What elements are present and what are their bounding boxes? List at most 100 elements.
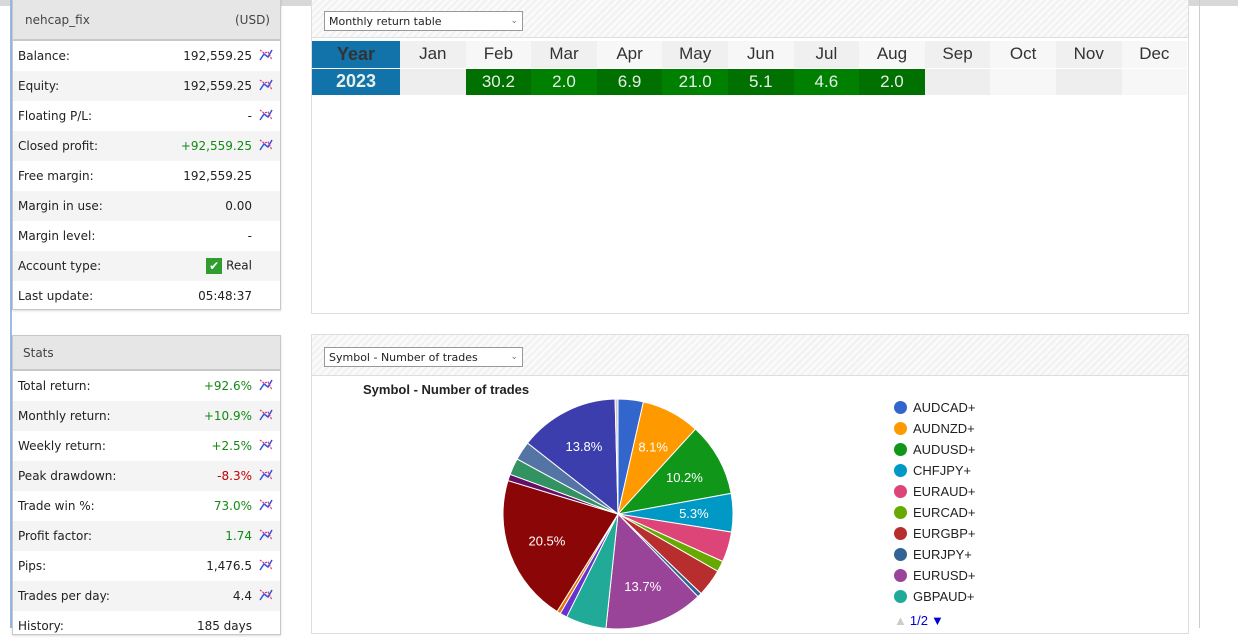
row-value: ✔ Real: [132, 258, 252, 274]
month-return-cell[interactable]: 4.6: [793, 67, 860, 95]
row-label: Pips:: [18, 559, 47, 573]
chart-icon[interactable]: [252, 499, 280, 514]
legend-dot-icon: [894, 422, 907, 435]
row-value: +2.5%: [132, 439, 252, 453]
chart-icon[interactable]: [252, 139, 280, 154]
legend-label: EURJPY+: [913, 547, 972, 562]
year-cell: 2023: [312, 67, 400, 95]
legend-item[interactable]: EURUSD+: [894, 565, 976, 586]
stat-row: Total return: +92.6%: [13, 371, 280, 401]
row-label: Trades per day:: [18, 589, 110, 603]
chart-icon[interactable]: [252, 379, 280, 394]
stat-row: Pips: 1,476.5: [13, 551, 280, 581]
stat-row: Margin in use: 0.00: [13, 191, 280, 221]
legend-dot-icon: [894, 590, 907, 603]
slice-label: 10.2%: [666, 470, 703, 485]
account-rows: Balance: 192,559.25 Equity: 192,559.25 F…: [13, 41, 280, 311]
row-value-text: 192,559.25: [183, 79, 252, 93]
legend-dot-icon: [894, 485, 907, 498]
stat-row: Monthly return: +10.9%: [13, 401, 280, 431]
month-return-cell[interactable]: 5.1: [727, 67, 794, 95]
legend-dot-icon: [894, 527, 907, 540]
legend-item[interactable]: AUDNZD+: [894, 418, 976, 439]
row-value-text: Real: [226, 258, 252, 273]
account-currency: (USD): [234, 13, 270, 27]
row-value: -8.3%: [132, 469, 252, 483]
month-header: Sep: [924, 41, 991, 68]
month-header: Oct: [990, 41, 1056, 68]
account-panel: nehcap_fix (USD) Balance: 192,559.25 Equ…: [12, 0, 281, 310]
monthly-header: Monthly return table ⌄: [312, 0, 1188, 38]
legend-label: CHFJPY+: [913, 463, 972, 478]
stat-row: Account type: ✔ Real: [13, 251, 280, 281]
stat-row: Peak drawdown: -8.3%: [13, 461, 280, 491]
chart-icon[interactable]: [252, 589, 280, 604]
month-return-cell[interactable]: [1121, 67, 1188, 95]
month-return-cell[interactable]: 2.0: [859, 67, 925, 95]
stat-row: History: 185 days: [13, 611, 280, 641]
legend-label: EURGBP+: [913, 526, 976, 541]
chart-icon[interactable]: [252, 529, 280, 544]
stat-row: Floating P/L: -: [13, 101, 280, 131]
chart-icon[interactable]: [252, 109, 280, 124]
legend-dot-icon: [894, 464, 907, 477]
symbol-view-select[interactable]: Symbol - Number of trades ⌄: [324, 347, 523, 367]
legend-item[interactable]: EURJPY+: [894, 544, 976, 565]
symbol-panel: Symbol - Number of trades ⌄ Symbol - Num…: [311, 334, 1189, 634]
pie-slice[interactable]: [614, 398, 619, 515]
pie-slice[interactable]: [502, 479, 619, 613]
chart-icon[interactable]: [252, 469, 280, 484]
month-return-cell[interactable]: [924, 67, 991, 95]
month-header: Nov: [1055, 41, 1122, 68]
chart-icon[interactable]: [252, 439, 280, 454]
legend-item[interactable]: CHFJPY+: [894, 460, 976, 481]
chart-icon[interactable]: [252, 559, 280, 574]
chart-icon[interactable]: [252, 79, 280, 94]
month-return-cell[interactable]: 6.9: [596, 67, 663, 95]
stats-rows: Total return: +92.6% Monthly return: +10…: [13, 371, 280, 641]
year-row: 2023 30.2 2.0 6.9 21.0 5.1 4.6 2.0: [312, 67, 1188, 95]
pager-down-icon[interactable]: ▼: [930, 613, 944, 628]
chart-icon[interactable]: [252, 49, 280, 64]
legend-item[interactable]: EURGBP+: [894, 523, 976, 544]
legend-dot-icon: [894, 506, 907, 519]
chart-icon[interactable]: [252, 409, 280, 424]
monthly-view-select[interactable]: Monthly return table ⌄: [324, 11, 523, 31]
legend-item[interactable]: EURAUD+: [894, 481, 976, 502]
month-return-cell[interactable]: 30.2: [465, 67, 532, 95]
month-header: Apr: [596, 41, 663, 68]
monthly-panel: Monthly return table ⌄ Year Jan Feb Mar Apr M…: [311, 0, 1189, 314]
legend-item[interactable]: EURCAD+: [894, 502, 976, 523]
month-header: Aug: [859, 41, 925, 68]
month-header: Feb: [465, 41, 532, 68]
row-value-text: 192,559.25: [183, 169, 252, 183]
month-return-cell[interactable]: [1055, 67, 1122, 95]
row-value-text: 1,476.5: [206, 559, 252, 573]
row-value: +10.9%: [132, 409, 252, 423]
row-label: Monthly return:: [18, 409, 111, 423]
left-border: [10, 0, 12, 628]
row-value: 192,559.25: [132, 79, 252, 93]
month-header: May: [662, 41, 728, 68]
row-label: Profit factor:: [18, 529, 93, 543]
pie-slice[interactable]: [526, 398, 619, 516]
row-value: 192,559.25: [132, 49, 252, 63]
month-header: Jun: [727, 41, 794, 68]
month-return-cell[interactable]: [990, 67, 1056, 95]
month-return-cell[interactable]: 2.0: [531, 67, 597, 95]
pie-chart: 8.1% 10.2% 5.3% 13.7% 20.5% 13.8%: [502, 398, 734, 630]
month-return-cell[interactable]: 21.0: [662, 67, 728, 95]
symbol-select-label: Symbol - Number of trades: [329, 350, 478, 364]
legend-item[interactable]: AUDCAD+: [894, 397, 976, 418]
row-value-text: 73.0%: [213, 499, 252, 513]
pager-up-icon[interactable]: ▲: [894, 613, 907, 628]
legend-item[interactable]: GBPAUD+: [894, 586, 976, 607]
month-return-cell[interactable]: [400, 67, 466, 95]
row-value: -: [132, 229, 252, 243]
pie-slice[interactable]: [616, 428, 732, 515]
stat-row: Trade win %: 73.0%: [13, 491, 280, 521]
stat-row: Weekly return: +2.5%: [13, 431, 280, 461]
row-value: 1,476.5: [132, 559, 252, 573]
legend-item[interactable]: AUDUSD+: [894, 439, 976, 460]
row-label: Weekly return:: [18, 439, 106, 453]
